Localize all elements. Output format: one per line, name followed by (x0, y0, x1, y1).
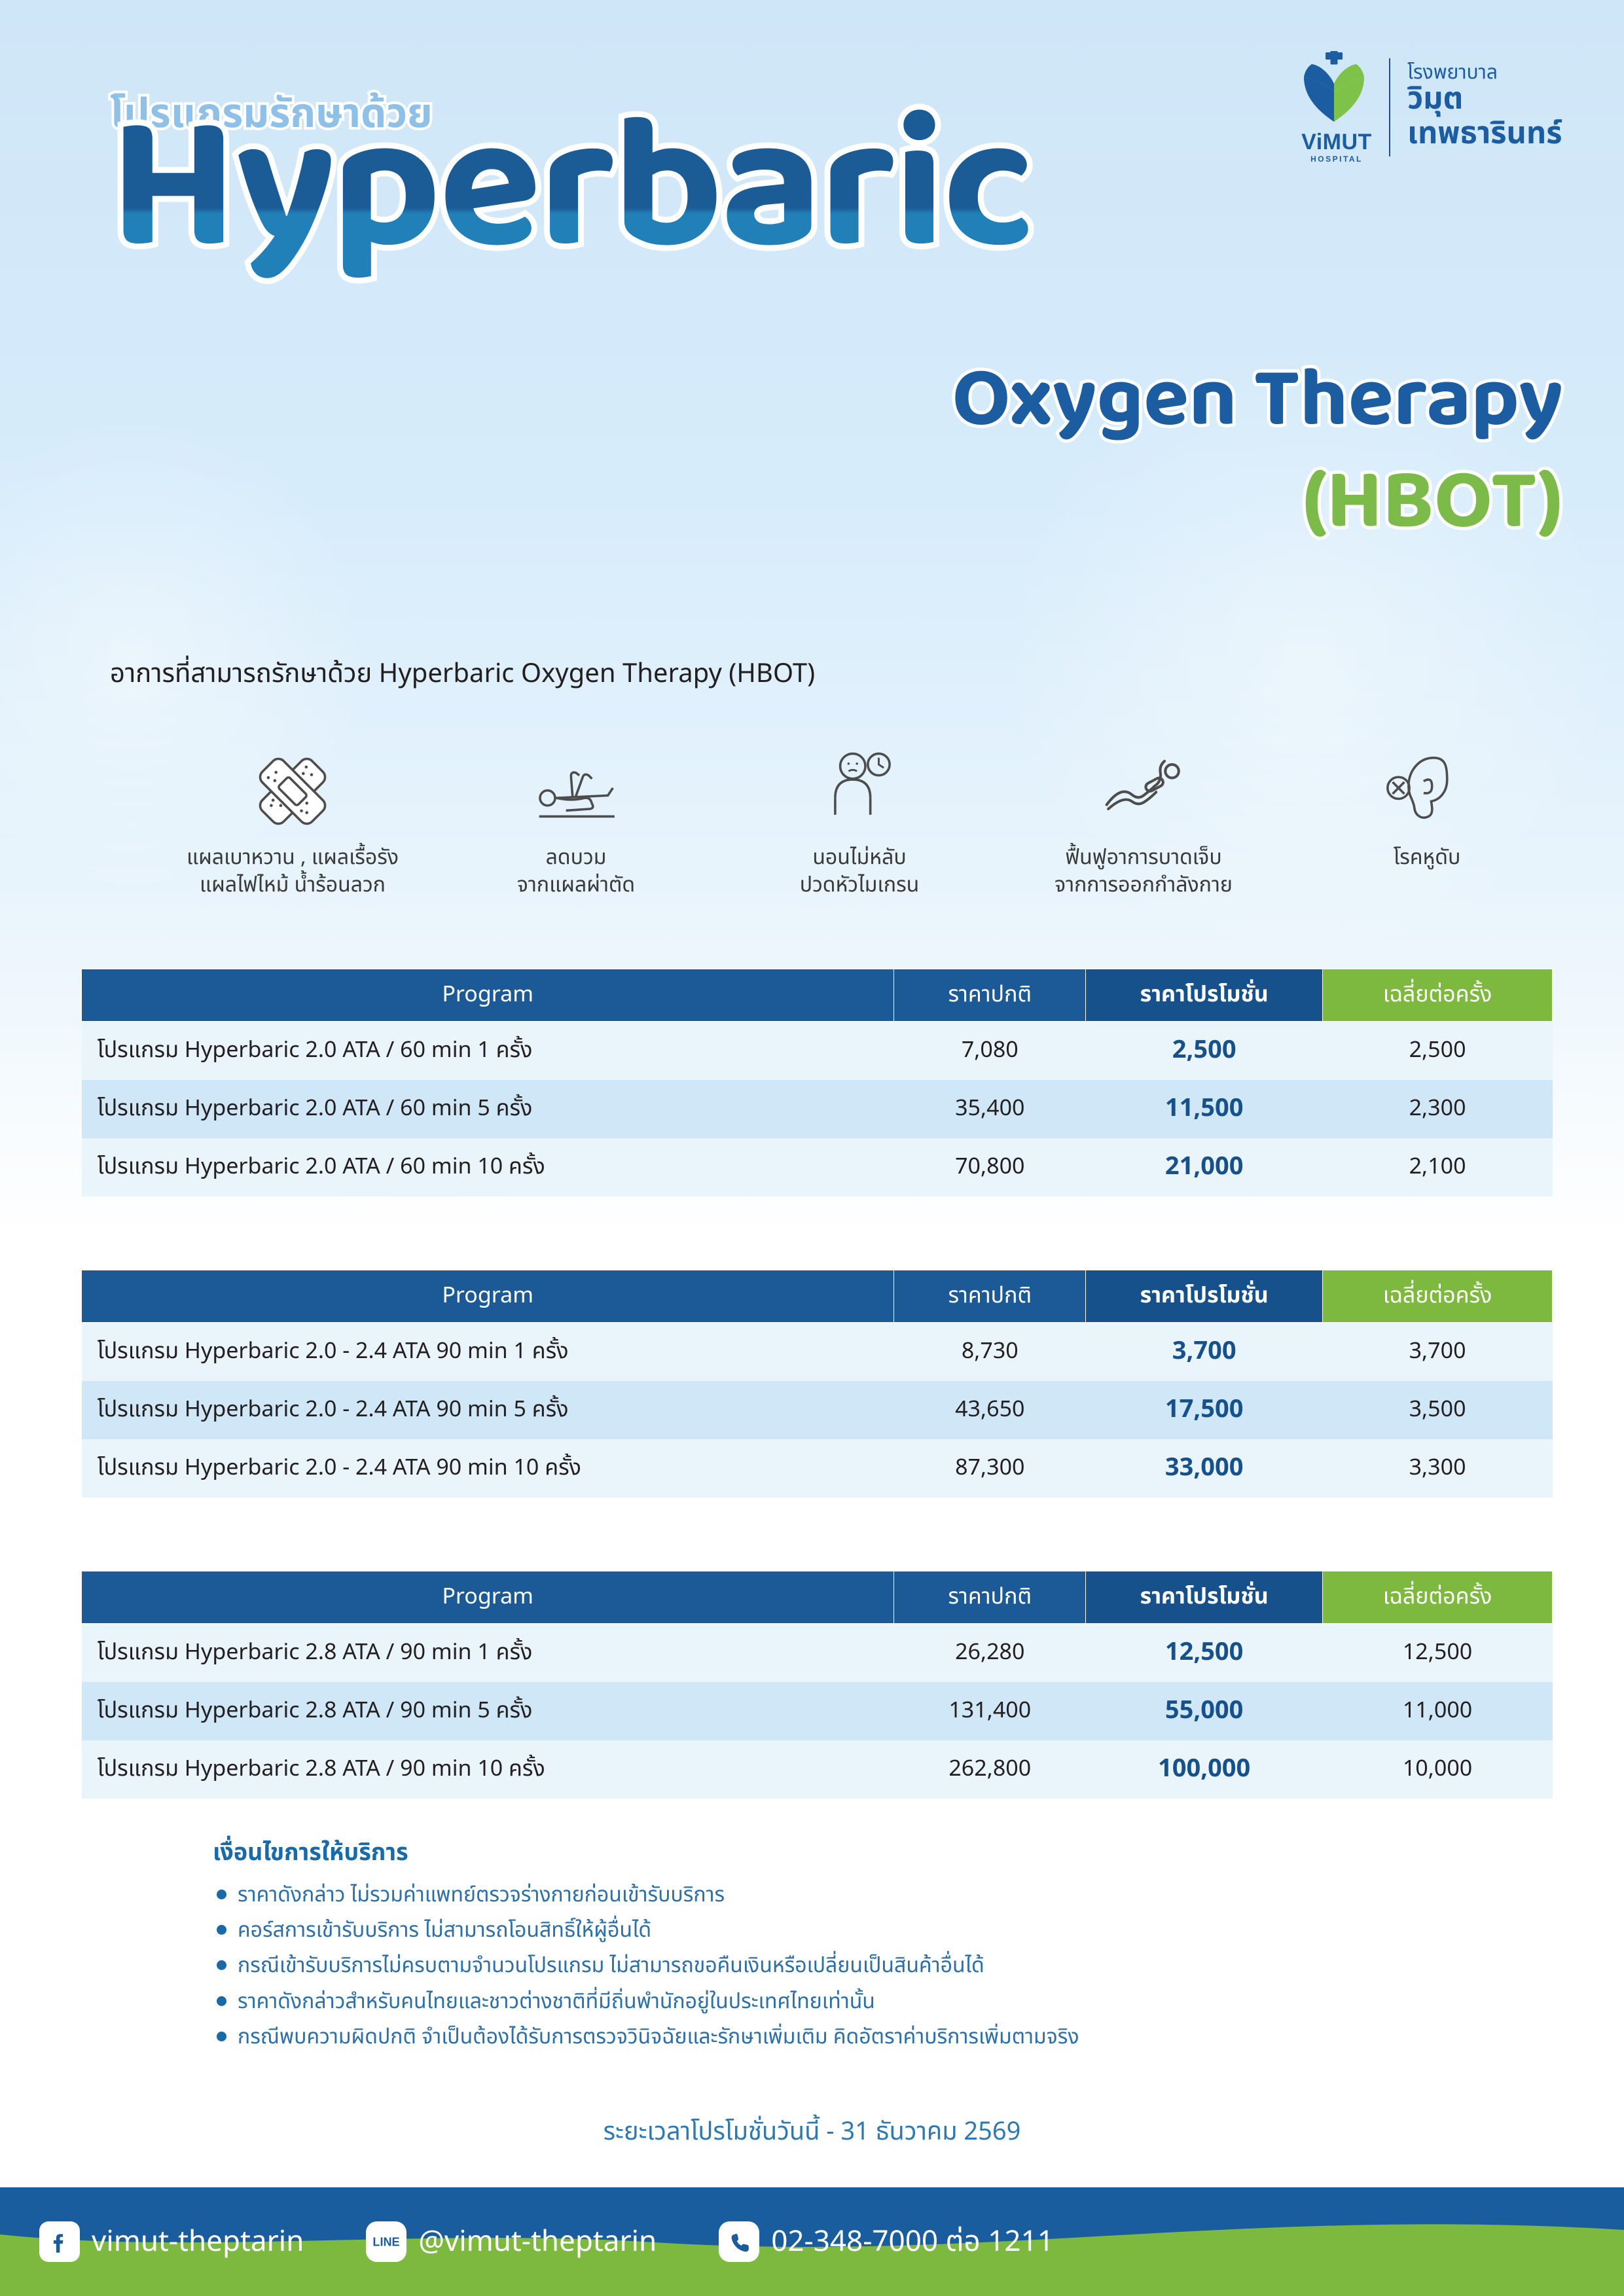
svg-text:LINE: LINE (373, 2235, 400, 2248)
